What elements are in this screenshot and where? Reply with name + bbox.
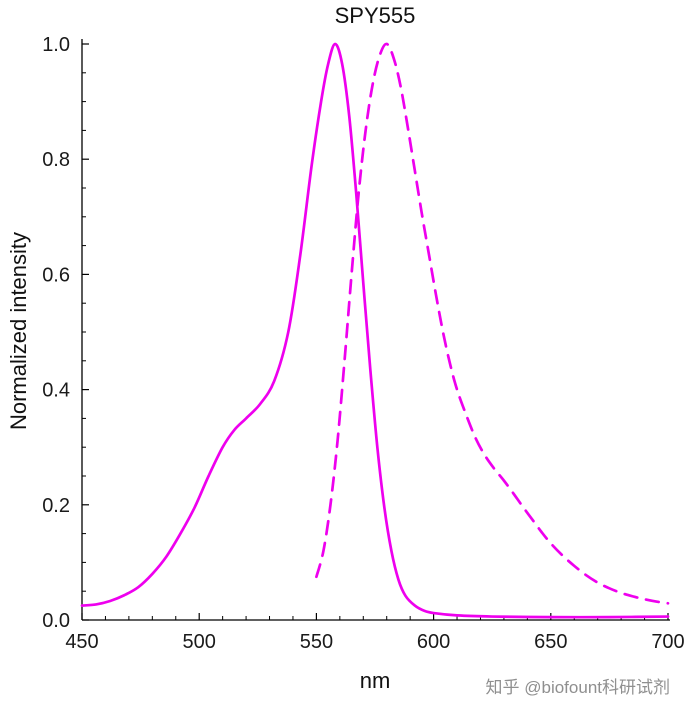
x-tick-label: 450 — [65, 631, 98, 653]
y-tick-label: 0.0 — [42, 610, 70, 632]
y-tick-label: 0.4 — [42, 380, 70, 402]
y-tick-label: 0.6 — [42, 264, 70, 286]
chart-title: SPY555 — [334, 3, 416, 28]
x-tick-label: 700 — [651, 631, 684, 653]
x-axis-label: nm — [359, 668, 391, 693]
x-tick-label: 500 — [183, 631, 216, 653]
emission-curve — [315, 42, 670, 605]
x-tick-label: 600 — [417, 631, 450, 653]
watermark: 知乎 @biofount科研试剂 — [485, 678, 670, 697]
y-tick-label: 0.2 — [42, 495, 70, 517]
y-axis-label: Normalized intensity — [6, 231, 31, 431]
y-tick-label: 1.0 — [42, 34, 70, 56]
y-tick-label: 0.8 — [42, 149, 70, 171]
x-tick-label: 650 — [534, 631, 567, 653]
x-tick-label: 550 — [300, 631, 333, 653]
excitation-curve — [80, 42, 670, 619]
